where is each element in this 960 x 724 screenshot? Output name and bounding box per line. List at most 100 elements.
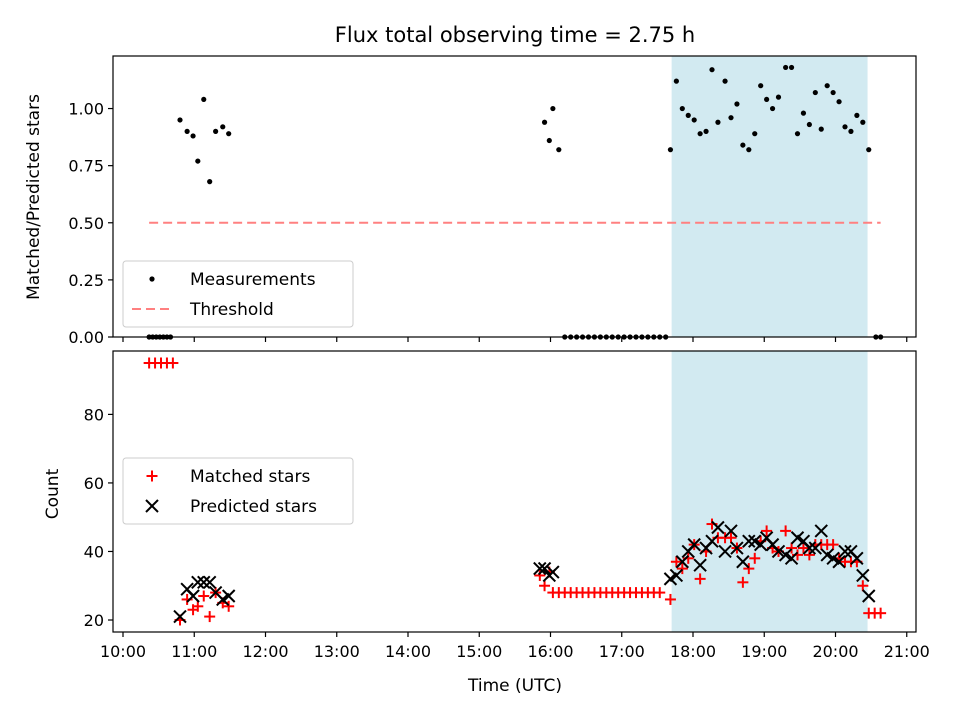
- data-point: [806, 121, 812, 128]
- data-point: [556, 147, 562, 153]
- data-point: [207, 179, 213, 185]
- data-point: [771, 544, 786, 559]
- data-point: [687, 537, 701, 552]
- data-point: [537, 561, 552, 576]
- plot-frame: [112, 350, 917, 633]
- data-point: [830, 89, 836, 96]
- data-point: [718, 544, 732, 559]
- data-point: [824, 83, 830, 89]
- data-point: [195, 158, 201, 164]
- data-point: [685, 112, 691, 118]
- data-point: [694, 573, 706, 585]
- data-point: [764, 96, 770, 103]
- panel-ratio: 0.00 0.25 0.50 0.75 1.00 Measurements Threshol…: [68, 55, 917, 347]
- data-point: [221, 589, 236, 603]
- x-tick-label: 13:00: [314, 642, 360, 661]
- y-axis-label-bottom: Count: [43, 468, 63, 519]
- x-tick-label: 17:00: [599, 642, 645, 661]
- data-point: [546, 565, 560, 579]
- chart-title: Flux total observing time = 2.75 h: [335, 23, 695, 47]
- data-point: [838, 544, 852, 559]
- data-point: [862, 589, 876, 603]
- legend-label: Predicted stars: [190, 497, 317, 517]
- data-point: [711, 520, 725, 535]
- data-point: [736, 555, 750, 569]
- x-tick-label: 16:00: [527, 642, 573, 661]
- x-tick-label: 14:00: [385, 642, 431, 661]
- data-point: [784, 551, 799, 566]
- panel-count: 20 40 60 80 10:00 11:00 12:00 13:00 14:00 15:00 16…: [84, 350, 930, 661]
- data-point: [812, 89, 818, 96]
- y-tick-label: 0.25: [68, 271, 104, 290]
- y-tick-label: 20: [84, 611, 104, 630]
- y-axis-label-top: Matched/Predicted stars: [24, 94, 44, 300]
- data-point: [541, 119, 548, 125]
- data-point: [783, 64, 789, 71]
- data-point: [737, 576, 749, 588]
- series-matched-stars: [143, 357, 887, 626]
- data-point: [190, 133, 196, 139]
- data-point: [654, 587, 666, 599]
- legend-marker: [146, 470, 158, 482]
- data-point: [818, 126, 824, 132]
- x-tick-label: 21:00: [884, 642, 930, 661]
- data-point: [191, 575, 205, 590]
- data-point: [752, 131, 758, 137]
- data-point: [691, 117, 697, 123]
- data-point: [673, 78, 679, 84]
- legend: Measurements Threshold: [122, 260, 354, 328]
- data-point: [786, 542, 798, 554]
- data-point: [664, 593, 676, 605]
- data-point: [220, 124, 226, 130]
- data-point: [746, 147, 752, 153]
- data-point: [550, 105, 556, 112]
- data-point: [533, 561, 547, 576]
- legend-label: Threshold: [189, 300, 274, 320]
- y-tick-label: 60: [84, 474, 104, 493]
- data-point: [749, 552, 761, 564]
- x-tick-label: 10:00: [100, 642, 146, 661]
- data-point: [857, 580, 869, 592]
- data-point: [800, 110, 807, 116]
- data-point: [679, 105, 685, 112]
- data-point: [202, 575, 217, 590]
- x-axis-label: Time (UTC): [467, 676, 562, 696]
- data-point: [693, 558, 707, 572]
- legend: Matched stars Predicted stars: [122, 457, 354, 525]
- data-point: [780, 525, 792, 537]
- data-point: [676, 563, 688, 575]
- x-tick-label: 12:00: [242, 642, 288, 661]
- data-point: [667, 147, 674, 153]
- data-point: [670, 556, 682, 568]
- data-point: [197, 575, 211, 590]
- data-point: [802, 541, 817, 555]
- legend-box: [122, 260, 354, 328]
- legend-marker: [149, 276, 155, 282]
- data-point: [705, 534, 719, 548]
- x-tick-label: 18:00: [670, 642, 716, 661]
- x-tick-label: 20:00: [812, 642, 858, 661]
- data-point: [775, 94, 782, 100]
- x-tick-label: 15:00: [456, 642, 502, 661]
- data-point: [709, 67, 715, 73]
- data-point: [534, 569, 546, 581]
- data-point: [814, 524, 828, 538]
- data-point: [201, 96, 207, 103]
- data-point: [167, 357, 179, 369]
- data-point: [173, 609, 187, 624]
- data-point: [697, 131, 703, 137]
- data-point: [769, 105, 776, 112]
- y-tick-label: 80: [84, 405, 104, 424]
- data-point: [832, 555, 846, 569]
- data-point: [797, 542, 809, 554]
- data-point: [734, 101, 740, 107]
- data-point: [842, 124, 848, 130]
- data-point: [722, 78, 728, 84]
- x-tick-label: 19:00: [741, 642, 787, 661]
- y-tick-label: 1.00: [68, 100, 104, 119]
- data-point: [724, 524, 738, 538]
- data-point: [850, 551, 864, 566]
- data-point: [669, 568, 684, 583]
- data-point: [223, 600, 235, 612]
- data-point: [758, 83, 764, 89]
